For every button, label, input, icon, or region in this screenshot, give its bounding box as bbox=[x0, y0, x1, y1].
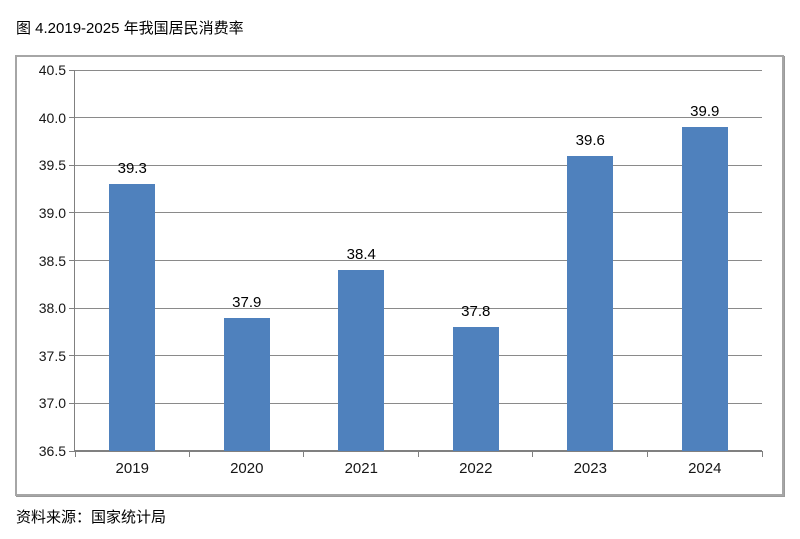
x-axis-tick bbox=[74, 451, 76, 457]
y-axis-tick bbox=[69, 355, 75, 357]
y-axis-tick-label: 40.0 bbox=[38, 109, 66, 126]
x-axis-category-label: 2023 bbox=[573, 460, 607, 477]
bar-2024 bbox=[681, 127, 728, 451]
bar-value-label: 39.3 bbox=[117, 160, 147, 178]
bar-2023 bbox=[567, 155, 614, 451]
bar-2022 bbox=[452, 327, 499, 451]
y-axis-tick bbox=[69, 402, 75, 404]
bar-value-label: 39.9 bbox=[690, 103, 720, 121]
x-axis-tick bbox=[188, 451, 190, 457]
gridline bbox=[75, 212, 762, 214]
x-axis-category-label: 2020 bbox=[230, 460, 264, 477]
x-axis-tick bbox=[532, 451, 534, 457]
y-axis-tick-label: 37.0 bbox=[38, 395, 66, 412]
gridline bbox=[75, 402, 762, 404]
y-axis-tick-label: 40.5 bbox=[38, 62, 66, 78]
gridline bbox=[75, 164, 762, 166]
y-axis-tick bbox=[69, 307, 75, 309]
figure-title: 图 4.2019-2025 年我国居民消费率 bbox=[16, 20, 244, 37]
gridline bbox=[75, 307, 762, 309]
y-axis-tick bbox=[69, 164, 75, 166]
x-axis-category-label: 2021 bbox=[344, 460, 378, 477]
x-axis-category-label: 2019 bbox=[115, 460, 149, 477]
gridline bbox=[75, 260, 762, 261]
gridline bbox=[75, 69, 762, 71]
y-axis-tick bbox=[69, 260, 75, 261]
gridline bbox=[75, 117, 762, 119]
bar-2021 bbox=[338, 270, 385, 451]
x-axis-tick bbox=[303, 451, 305, 457]
x-axis-tick bbox=[761, 451, 763, 457]
bar-value-label: 39.6 bbox=[575, 131, 605, 149]
y-axis-tick-label: 39.0 bbox=[38, 204, 66, 221]
bar-2019 bbox=[109, 184, 156, 451]
y-axis-tick bbox=[69, 69, 75, 71]
y-axis-tick-label: 38.5 bbox=[38, 252, 66, 269]
y-axis-tick-label: 38.0 bbox=[38, 300, 66, 317]
y-axis-tick bbox=[69, 117, 75, 119]
y-axis-tick-label: 37.5 bbox=[38, 347, 66, 364]
y-axis-tick bbox=[69, 212, 75, 214]
source-note: 资料来源：国家统计局 bbox=[16, 509, 167, 526]
y-axis-tick-label: 36.5 bbox=[38, 443, 66, 459]
x-axis-category-label: 2022 bbox=[459, 460, 493, 477]
chart-frame: 36.5 37.0 37.5 38.0 38.5 39.0 39.5 40.0 40.5 39.3… bbox=[15, 55, 784, 496]
gridline bbox=[75, 355, 762, 357]
bar-value-label: 37.8 bbox=[461, 303, 491, 321]
x-axis-tick bbox=[647, 451, 648, 457]
bar-value-label: 38.4 bbox=[346, 246, 376, 264]
plot-area: 36.5 37.0 37.5 38.0 38.5 39.0 39.5 40.0 40.5 39.3… bbox=[39, 62, 763, 477]
y-axis-tick-label: 39.5 bbox=[38, 157, 66, 174]
bar-value-label: 37.9 bbox=[232, 293, 262, 311]
bar-2020 bbox=[223, 317, 270, 451]
x-axis-tick bbox=[418, 451, 419, 457]
y-axis-tick bbox=[69, 450, 75, 452]
x-axis-category-label: 2024 bbox=[688, 460, 722, 477]
